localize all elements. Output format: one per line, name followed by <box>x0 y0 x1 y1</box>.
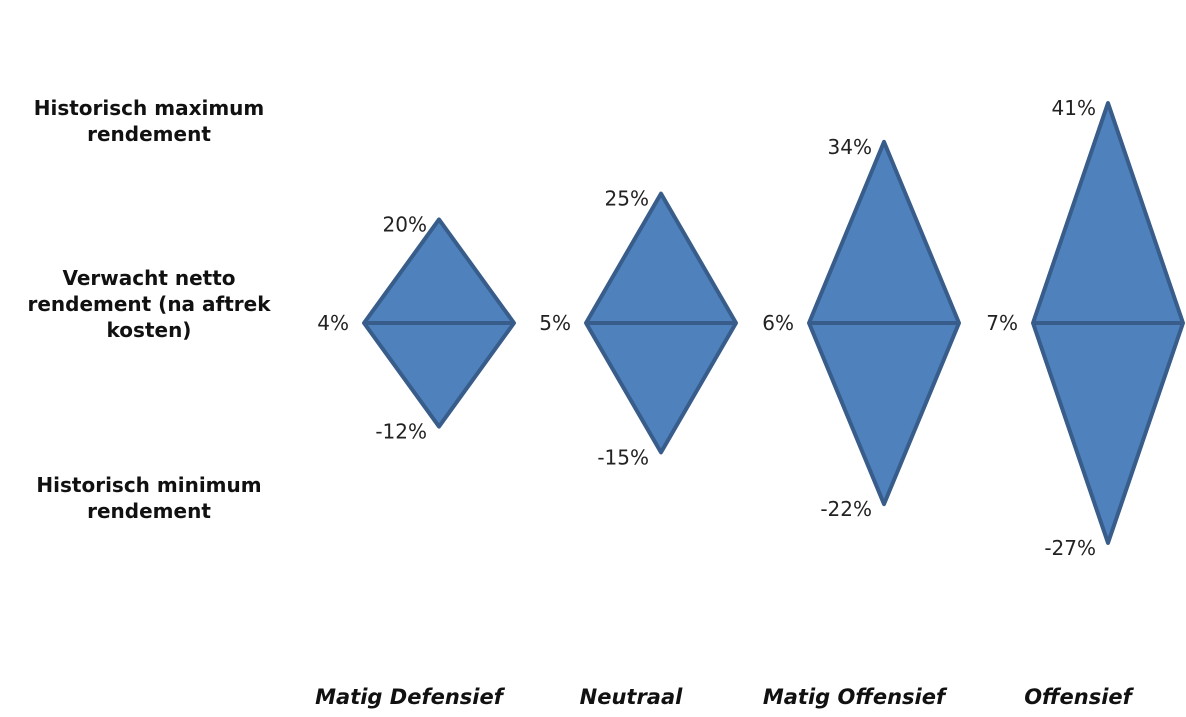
expected-label-2: 5% <box>539 311 571 335</box>
expected-label-1: 4% <box>317 311 349 335</box>
max-label-4: 41% <box>1052 96 1096 120</box>
category-label-3: Matig Offensief <box>763 685 948 709</box>
expected-label-4: 7% <box>986 311 1018 335</box>
min-label-4: -27% <box>1044 536 1096 560</box>
category-label-1: Matig Defensief <box>315 685 506 709</box>
row-label-max: Historisch maximum rendement <box>33 96 265 146</box>
max-label-1: 20% <box>383 212 427 236</box>
min-label-1: -12% <box>375 420 427 444</box>
category-label-4: Offensief <box>1024 685 1134 709</box>
min-label-3: -22% <box>820 497 872 521</box>
category-label-2: Neutraal <box>580 685 684 709</box>
row-label-expected: Verwacht netto rendement (na aftrek kost… <box>27 266 271 342</box>
max-label-2: 25% <box>605 187 649 211</box>
expected-label-3: 6% <box>762 311 794 335</box>
max-label-3: 34% <box>828 135 872 159</box>
row-label-min: Historisch minimum rendement <box>36 473 262 523</box>
min-label-2: -15% <box>597 445 649 469</box>
